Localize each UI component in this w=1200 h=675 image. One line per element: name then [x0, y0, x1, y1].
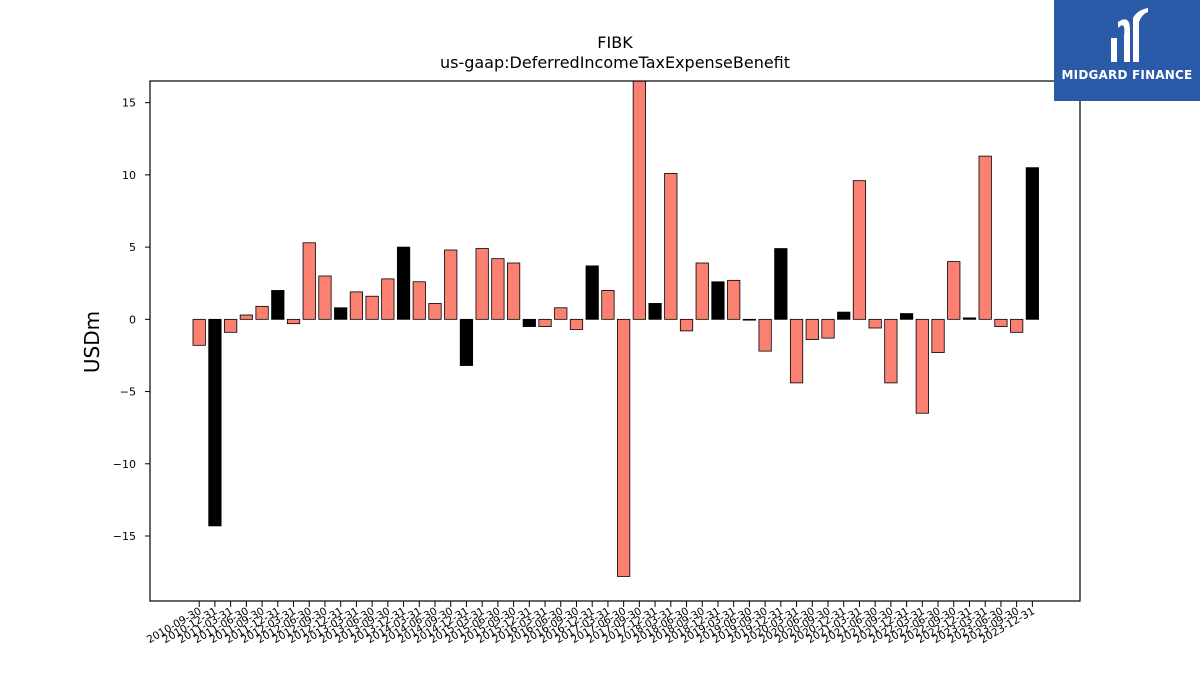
bar: [318, 275, 332, 320]
bar: [915, 318, 929, 414]
bar: [286, 318, 301, 325]
bar: [601, 290, 615, 320]
bar: [302, 242, 316, 320]
y-tick-label: −10: [113, 458, 136, 471]
bar: [569, 318, 584, 330]
y-tick-label: 0: [129, 313, 136, 326]
bar: [774, 248, 788, 320]
bar: [1010, 318, 1024, 333]
midgard-finance-logo: MIDGARD FINANCE: [1054, 0, 1200, 101]
bar: [538, 318, 552, 327]
bar: [695, 262, 709, 320]
chart-subtitle: us-gaap:DeferredIncomeTaxExpenseBenefit: [440, 53, 790, 72]
y-axis-label: USDm: [80, 311, 104, 373]
bar: [396, 246, 411, 320]
bar: [648, 303, 662, 320]
bar: [412, 281, 426, 320]
bar: [459, 318, 474, 366]
bar: [884, 318, 898, 384]
bar: [444, 249, 458, 320]
bar: [554, 307, 568, 320]
bar: [837, 311, 851, 320]
bar: [506, 262, 521, 320]
bar: [962, 317, 977, 320]
logo-text: MIDGARD FINANCE: [1061, 68, 1193, 82]
bar: [255, 305, 269, 320]
bar: [224, 318, 238, 333]
bar: [947, 261, 961, 320]
chart-title: FIBK: [597, 33, 633, 52]
bar: [192, 318, 206, 346]
bar: [900, 313, 914, 320]
bar: [522, 318, 536, 327]
y-tick-label: −15: [113, 530, 136, 543]
bar: [758, 318, 772, 352]
bar: [491, 258, 505, 320]
bar: [664, 173, 678, 320]
bar: [475, 248, 489, 320]
bar: [585, 265, 599, 320]
bar: [334, 307, 348, 320]
bar: [679, 318, 694, 332]
bar: [711, 281, 725, 320]
bar: [727, 279, 741, 320]
bar: [271, 290, 285, 320]
bar: [349, 291, 364, 320]
y-tick-label: 10: [122, 169, 136, 182]
bar: [617, 318, 631, 577]
bars: [192, 80, 1039, 577]
bar: [428, 303, 442, 320]
bar: [978, 155, 992, 320]
bar: [1025, 167, 1039, 320]
bar: [789, 318, 804, 384]
x-axis-ticks: 2010-09-302010-12-312011-03-312011-06-30…: [145, 601, 1037, 646]
bar: [365, 295, 379, 320]
bar: [868, 318, 882, 329]
bar: [994, 318, 1008, 327]
bar: [931, 318, 945, 353]
y-tick-label: 15: [122, 97, 136, 110]
logo-mark-icon: [1111, 8, 1148, 62]
bar: [208, 318, 222, 527]
bar: [805, 318, 819, 340]
bar: [852, 180, 867, 320]
y-tick-label: −5: [120, 386, 136, 399]
bar: [821, 318, 835, 339]
bar: [381, 278, 395, 320]
plot-frame: [149, 80, 1081, 602]
bar: [632, 80, 646, 320]
bar: [742, 318, 757, 321]
bar: [239, 314, 253, 320]
y-tick-label: 5: [129, 241, 136, 254]
y-axis-ticks: −15 −10 −5 0 5 10 15: [113, 97, 150, 543]
